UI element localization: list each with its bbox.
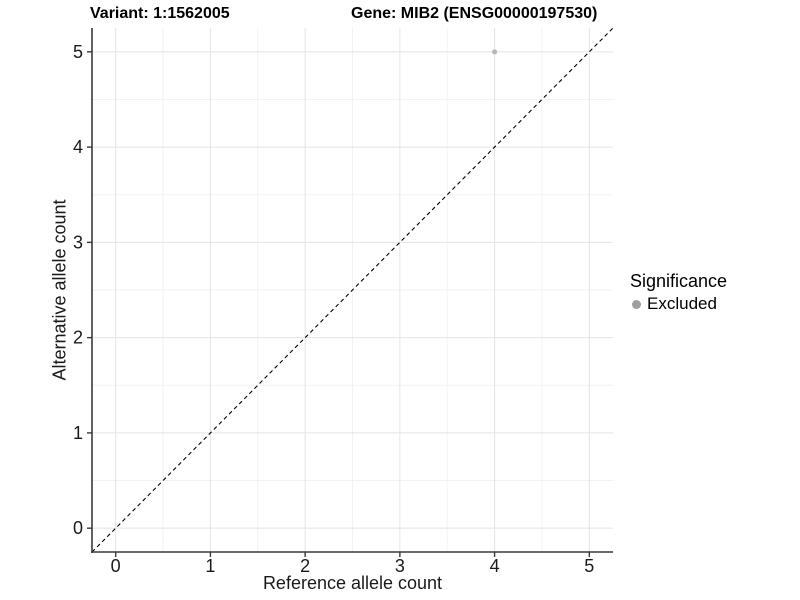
- x-tick-label: 5: [584, 556, 594, 576]
- y-tick-label: 3: [73, 232, 83, 252]
- x-tick-label: 0: [111, 556, 121, 576]
- y-tick-label: 2: [73, 328, 83, 348]
- data-point: [491, 49, 498, 55]
- excluded-point-icon: [632, 299, 641, 309]
- x-tick-label: 3: [395, 556, 405, 576]
- variant-title: Variant: 1:1562005: [90, 5, 230, 22]
- legend-title: Significance: [630, 271, 728, 291]
- y-axis-title: Alternative allele count: [49, 199, 70, 381]
- legend-entry-label: Excluded: [647, 294, 717, 313]
- gene-title: Gene: MIB2 (ENSG00000197530): [351, 5, 598, 22]
- identity-dashed-line: [91, 27, 614, 553]
- y-tick-label: 4: [73, 137, 83, 157]
- y-tick-label: 0: [73, 518, 83, 538]
- y-tick-label: 1: [73, 423, 83, 443]
- y-tick-label: 5: [73, 42, 83, 62]
- legend-entry-excluded: Excluded: [630, 294, 727, 314]
- legend: Significance Excluded: [630, 271, 727, 314]
- x-tick-label: 4: [490, 556, 500, 576]
- x-tick-label: 2: [300, 556, 310, 576]
- x-axis-title: Reference allele count: [262, 573, 443, 593]
- x-tick-label: 1: [205, 556, 215, 576]
